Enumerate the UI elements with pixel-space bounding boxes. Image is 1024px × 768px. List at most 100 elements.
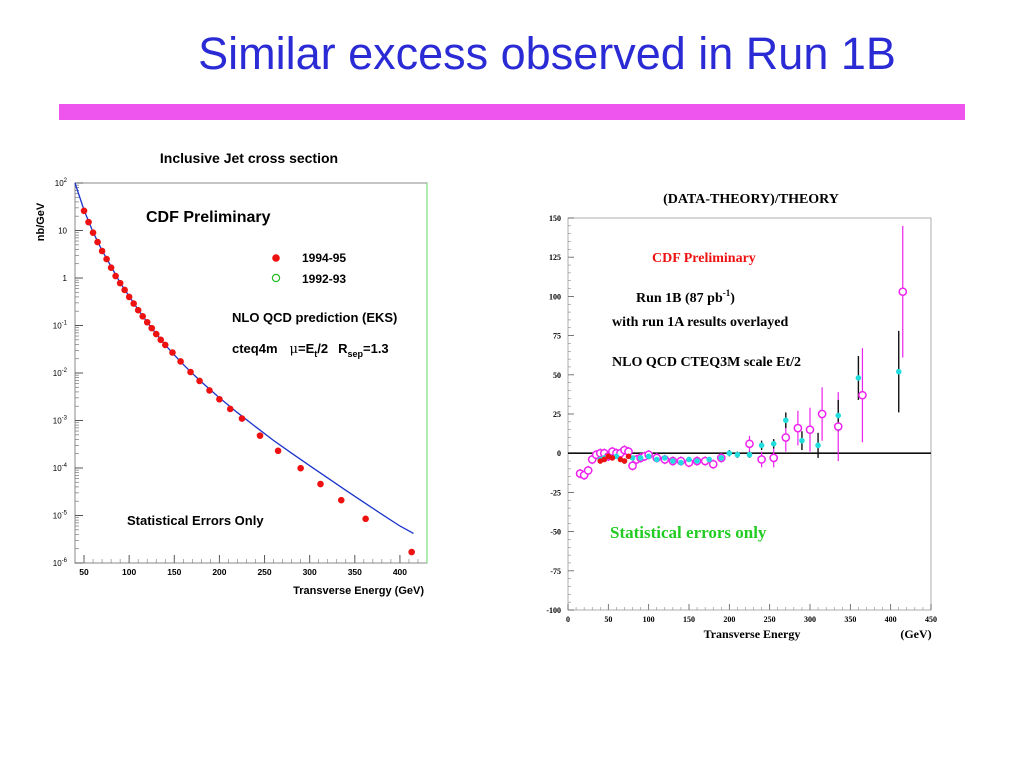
left-y-tick-label: 1 xyxy=(63,274,68,283)
left-x-tick-label: 200 xyxy=(212,567,226,577)
left-data-point-1994 xyxy=(206,387,213,394)
right-theory-label: NLO QCD CTEQ3M scale Et/2 xyxy=(612,355,801,370)
left-data-point-1994 xyxy=(161,341,169,349)
left-data-point-1994 xyxy=(187,368,194,376)
run1b-data-point xyxy=(855,375,862,381)
left-y-tick-label: 10-3 xyxy=(53,416,68,426)
left-data-point-1994 xyxy=(337,496,345,504)
legend-1994-label: 1994-95 xyxy=(302,251,346,265)
run1a-data-point xyxy=(793,423,803,433)
right-y-tick-label: 75 xyxy=(553,332,561,341)
left-errors-label: Statistical Errors Only xyxy=(127,513,264,528)
left-data-point-1994 xyxy=(134,306,142,314)
slide-title: Similar excess observed in Run 1B xyxy=(198,28,896,79)
run1b-lowet-data-point xyxy=(625,453,632,460)
run1a-data-point xyxy=(858,390,867,400)
left-x-tick-label: 50 xyxy=(79,567,89,577)
left-x-tick-label: 250 xyxy=(257,567,271,577)
run1b-data-point xyxy=(746,451,753,458)
left-data-point-1994 xyxy=(85,218,92,226)
left-data-point-1994 xyxy=(169,349,176,356)
left-y-tick-label: 10-5 xyxy=(53,511,68,521)
right-x-tick-label: 200 xyxy=(723,615,735,624)
run1b-data-point xyxy=(726,450,733,457)
right-chart-title: (DATA-THEORY)/THEORY xyxy=(663,192,839,207)
run1b-data-point xyxy=(670,458,676,464)
run1a-data-point xyxy=(708,459,718,469)
left-x-tick-label: 400 xyxy=(393,567,407,577)
left-y-tick-label: 10-1 xyxy=(53,321,68,331)
left-data-point-1994 xyxy=(112,272,119,280)
run1b-data-point xyxy=(678,459,684,466)
run1b-data-point xyxy=(835,412,842,419)
left-data-point-1994 xyxy=(317,480,324,488)
right-overlay-label: with run 1A results overlayed xyxy=(612,315,789,330)
legend-1994-marker xyxy=(272,254,280,262)
run1a-data-point xyxy=(898,287,908,297)
left-data-point-1994 xyxy=(139,313,146,320)
right-x-axis-unit: (GeV) xyxy=(900,627,931,641)
left-y-tick-label: 10-6 xyxy=(53,558,68,568)
left-data-point-1994 xyxy=(143,318,151,326)
legend-1992-marker xyxy=(271,273,281,283)
left-theory-label: NLO QCD prediction (EKS) xyxy=(232,310,397,325)
left-data-point-1994 xyxy=(177,358,184,365)
left-data-point-1994 xyxy=(362,515,369,523)
run1b-data-point xyxy=(799,437,805,444)
right-x-tick-label: 350 xyxy=(844,615,856,624)
left-data-point-1994 xyxy=(125,293,133,301)
left-data-point-1994 xyxy=(116,279,124,287)
data-theory-ratio-chart: (DATA-THEORY)/THEORY 1501251007550250-25… xyxy=(546,192,937,641)
run1b-data-point xyxy=(662,455,668,461)
right-prelim-label: CDF Preliminary xyxy=(652,251,756,266)
right-x-tick-label: 250 xyxy=(764,615,776,624)
right-y-tick-label: -25 xyxy=(550,488,561,497)
legend-1992-label: 1992-93 xyxy=(302,272,346,286)
left-data-point-1994 xyxy=(256,432,264,439)
left-data-point-1994 xyxy=(274,447,282,455)
right-x-tick-label: 100 xyxy=(643,615,655,624)
right-x-tick-label: 300 xyxy=(804,615,816,624)
run1b-data-point xyxy=(783,417,789,424)
run1b-data-point xyxy=(758,442,765,449)
left-x-tick-label: 350 xyxy=(348,567,362,577)
right-errors-label: Statistical errors only xyxy=(610,523,767,542)
run1a-data-point xyxy=(769,453,779,463)
right-y-tick-label: 0 xyxy=(557,449,561,458)
run1a-data-point xyxy=(628,461,637,471)
left-scale-label: cteq4m μ=Et/2 Rsep=1.3 xyxy=(232,341,389,359)
right-y-tick-label: 100 xyxy=(549,292,561,301)
right-plot-frame xyxy=(567,217,932,611)
left-plot-frame xyxy=(74,182,428,564)
run1b-data-point xyxy=(815,442,821,449)
left-data-point-1994 xyxy=(297,464,304,472)
right-x-tick-label: 50 xyxy=(604,615,612,624)
run1b-data-point xyxy=(637,455,644,461)
left-x-tick-label: 150 xyxy=(167,567,181,577)
left-data-point-1994 xyxy=(157,336,165,344)
right-x-tick-label: 400 xyxy=(885,615,897,624)
right-y-tick-label: -50 xyxy=(550,528,561,537)
left-data-point-1994 xyxy=(152,330,160,338)
run1b-data-point xyxy=(686,456,692,463)
run1b-data-point xyxy=(706,456,712,463)
title-divider xyxy=(59,104,965,120)
left-data-point-1994 xyxy=(103,255,110,263)
run1b-data-point xyxy=(645,453,652,460)
right-x-axis-label: Transverse Energy xyxy=(704,627,801,641)
run1b-data-point xyxy=(895,368,902,375)
left-data-point-1994 xyxy=(216,395,223,403)
left-y-tick-label: 102 xyxy=(55,178,68,188)
right-y-tick-label: 125 xyxy=(549,253,561,262)
run1b-data-point xyxy=(734,451,741,458)
run1a-data-point xyxy=(583,466,593,475)
left-y-axis-label: nb/GeV xyxy=(35,202,47,241)
run1b-data-point xyxy=(653,456,660,463)
left-prelim-label: CDF Preliminary xyxy=(146,209,271,226)
left-x-axis-label: Transverse Energy (GeV) xyxy=(293,585,424,597)
left-x-tick-label: 300 xyxy=(303,567,317,577)
run1b-data-point xyxy=(694,458,700,464)
left-x-tick-label: 100 xyxy=(122,567,136,577)
left-data-point-1994 xyxy=(89,229,97,236)
run1a-data-point xyxy=(805,425,815,435)
